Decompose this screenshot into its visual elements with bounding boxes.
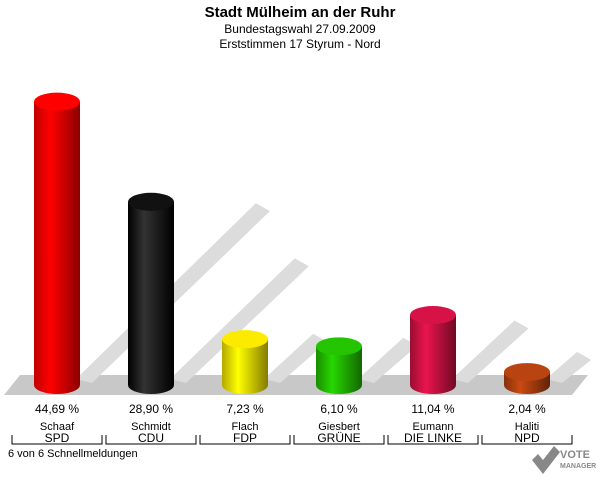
logo-text-vote: VOTE xyxy=(560,449,590,461)
party-label: FDP xyxy=(233,431,257,445)
party-bracket xyxy=(293,435,385,445)
bar-shadow xyxy=(264,333,328,383)
chart-title: Stadt Mülheim an der Ruhr xyxy=(204,4,396,21)
candidate-label: Eumann xyxy=(413,421,454,433)
party-label: DIE LINKE xyxy=(404,431,462,445)
party-label: GRÜNE xyxy=(317,431,360,445)
bar-shadow xyxy=(170,258,309,383)
bar xyxy=(410,315,456,385)
bar-shadow xyxy=(452,320,529,383)
reporting-status: 6 von 6 Schnellmeldungen xyxy=(8,448,138,460)
bar-top xyxy=(222,330,268,349)
party-label: CDU xyxy=(138,431,164,445)
vote-manager-logo: VOTE MANAGER xyxy=(532,446,596,474)
bar-group xyxy=(504,351,592,394)
party-bracket xyxy=(481,435,573,445)
value-label: 2,04 % xyxy=(508,402,546,416)
logo-text-manager: MANAGER xyxy=(560,463,596,470)
candidate-label: Flach xyxy=(232,421,259,433)
bar-top xyxy=(34,92,80,111)
bar-top xyxy=(410,306,456,325)
bar-group xyxy=(316,337,418,394)
bar-group xyxy=(410,306,529,394)
bar-group xyxy=(222,330,328,394)
bar xyxy=(34,101,80,385)
party-bracket xyxy=(11,435,103,445)
candidate-label: Haliti xyxy=(515,421,539,433)
chart-subtitle-2: Erststimmen 17 Styrum - Nord xyxy=(219,37,381,51)
bar-top xyxy=(128,192,174,211)
candidate-label: Schaaf xyxy=(40,421,75,433)
bar-top xyxy=(316,337,362,356)
chart-subtitle: Bundestagswahl 27.09.2009 xyxy=(224,22,376,36)
value-label: 44,69 % xyxy=(35,402,79,416)
party-bracket xyxy=(199,435,291,445)
party-label: NPD xyxy=(514,431,540,445)
party-label: SPD xyxy=(45,431,70,445)
value-label: 6,10 % xyxy=(320,402,358,416)
candidate-label: Schmidt xyxy=(131,421,171,433)
value-label: 28,90 % xyxy=(129,402,173,416)
value-label: 11,04 % xyxy=(411,402,454,416)
value-label: 7,23 % xyxy=(226,402,264,416)
bar-top xyxy=(504,363,550,382)
party-bracket xyxy=(105,435,197,445)
bar xyxy=(128,201,174,385)
party-bracket xyxy=(387,435,479,445)
checkmark-icon xyxy=(532,446,560,474)
bar-shadow xyxy=(358,337,418,383)
candidate-label: Giesbert xyxy=(318,421,360,433)
bar-group xyxy=(128,192,309,394)
bar-shadow xyxy=(546,351,592,383)
